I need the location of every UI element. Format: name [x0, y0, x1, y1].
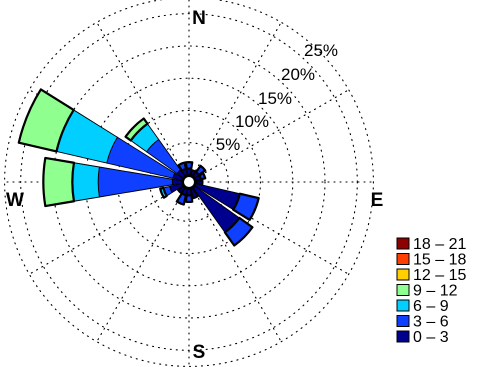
- rose-wedge: [232, 192, 260, 221]
- rose-wedge: [194, 164, 207, 177]
- legend-swatch: [396, 330, 410, 343]
- rose-wedge: [17, 88, 75, 153]
- grid-ring: [4, 0, 374, 367]
- radial-tick-label: 15%: [258, 89, 292, 108]
- grid-spoke: [28, 184, 184, 275]
- rose-wedge: [198, 172, 207, 181]
- rose-wedge: [175, 192, 188, 206]
- radial-tick-label: 25%: [304, 41, 338, 60]
- rose-wedge: [124, 117, 149, 142]
- rose-wedge: [184, 194, 194, 203]
- legend-label: 15 – 18: [413, 252, 466, 269]
- legend-label: 9 – 12: [413, 283, 458, 300]
- legend-swatch: [396, 315, 410, 327]
- radial-tick-label: 10%: [235, 112, 269, 131]
- legend-label: 18 – 21: [413, 236, 466, 253]
- grid-spoke: [191, 21, 282, 177]
- rose-wedge: [71, 162, 100, 202]
- legend-label: 12 – 15: [413, 267, 466, 284]
- legend-label: 0 – 3: [413, 329, 449, 346]
- legend-label: 3 – 6: [413, 314, 449, 331]
- legend-swatch: [396, 299, 410, 312]
- legend-label: 6 – 9: [413, 298, 449, 315]
- rose-wedge: [184, 161, 194, 170]
- grid-spoke: [194, 89, 350, 180]
- rose-bars: [17, 88, 260, 247]
- grid-spoke: [191, 187, 282, 343]
- center-circle: [181, 174, 197, 190]
- grid-spoke: [96, 21, 187, 177]
- legend-swatch: [396, 237, 410, 250]
- radial-tick-labels: 5% 10% 15% 20% 25%: [216, 41, 338, 154]
- rose-wedge: [159, 186, 168, 199]
- grid-spoke: [96, 187, 187, 343]
- legend-swatch: [396, 253, 410, 265]
- rose-wedge: [177, 161, 188, 172]
- grid-ring: [116, 109, 262, 255]
- direction-label-south: S: [193, 342, 206, 363]
- rose-wedge: [223, 216, 254, 247]
- direction-label-north: N: [192, 8, 206, 29]
- rose-wedge: [42, 156, 76, 208]
- grid-ring: [149, 142, 229, 222]
- direction-label-east: E: [371, 190, 384, 211]
- legend-swatch: [396, 268, 410, 281]
- radial-tick-label: 5%: [216, 135, 241, 154]
- center-hub: [181, 174, 197, 190]
- direction-label-west: W: [6, 190, 24, 211]
- legend-swatch: [396, 284, 410, 296]
- radial-grid: [4, 0, 374, 367]
- radial-tick-label: 20%: [281, 65, 315, 84]
- grid-ring: [20, 13, 358, 351]
